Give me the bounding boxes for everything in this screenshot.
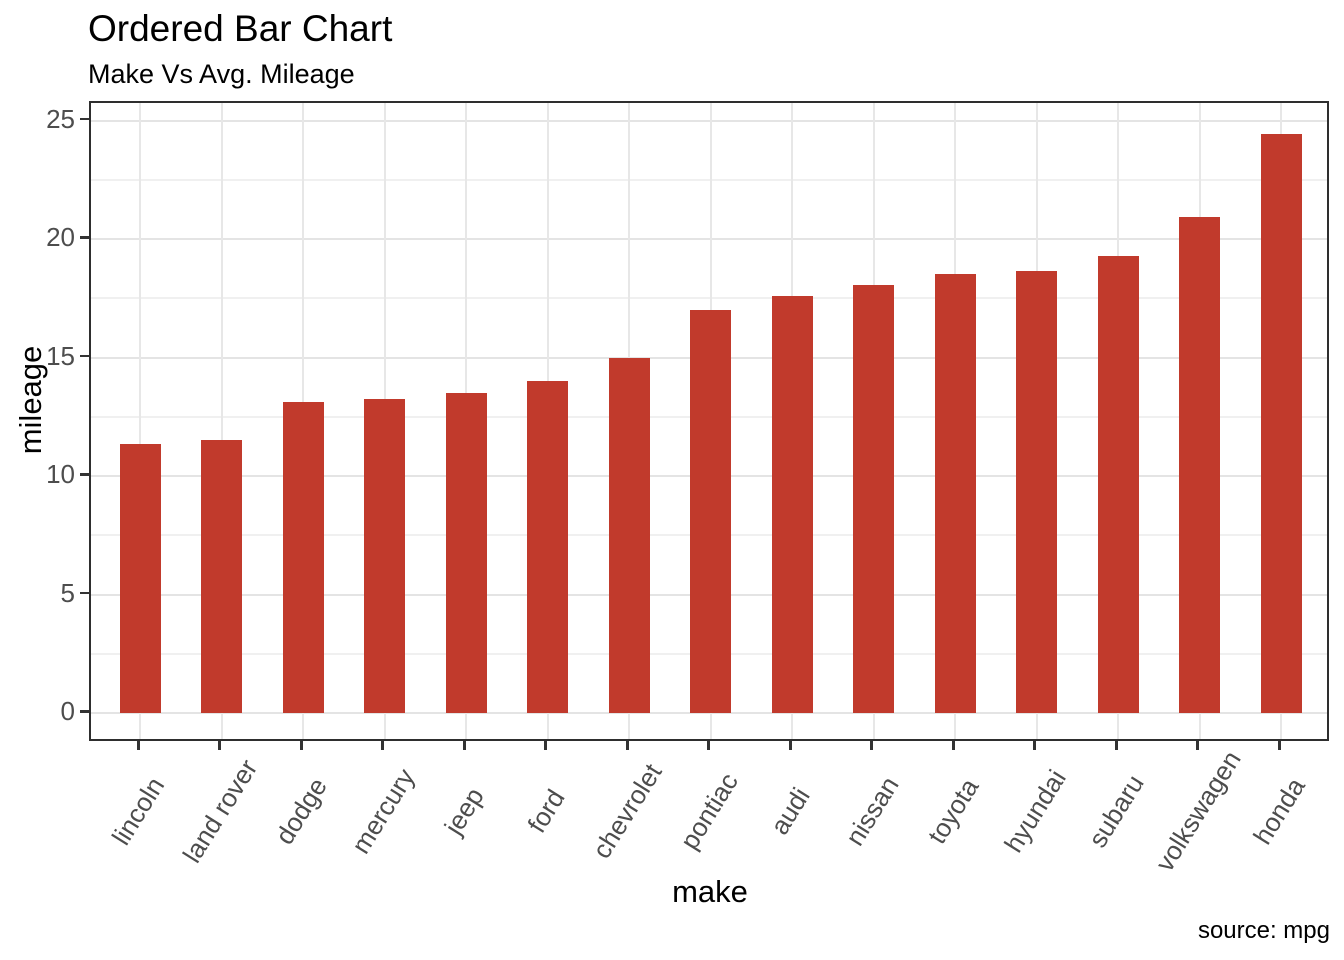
y-axis-tick [80, 117, 89, 120]
chart-caption: source: mpg [1197, 917, 1330, 944]
gridline-x-land-rover [220, 103, 223, 739]
y-axis-tick [80, 710, 89, 713]
bar-lincoln [119, 444, 161, 713]
y-axis-tick-label: 5 [60, 577, 75, 608]
x-axis-title: make [672, 874, 748, 909]
x-axis-tick [1114, 741, 1118, 750]
bar-mercury [364, 398, 405, 713]
bar-hyundai [1016, 271, 1057, 713]
y-axis-tick [80, 236, 89, 239]
x-axis-tick [381, 741, 384, 750]
bar-subaru [1097, 255, 1139, 713]
gridline-y-minor [91, 178, 1327, 181]
y-axis-tick-label: 25 [46, 103, 75, 134]
x-axis-tick [299, 741, 303, 750]
bar-jeep [445, 393, 487, 713]
x-axis-tick [870, 741, 873, 750]
gridline-y-major [91, 119, 1327, 122]
bar-land-rover [201, 440, 242, 713]
y-axis-tick [80, 354, 89, 357]
gridline-x-lincoln [139, 103, 141, 739]
bar-nissan [853, 284, 894, 713]
y-axis-tick-label: 15 [46, 340, 75, 371]
x-axis-tick [707, 741, 710, 750]
x-axis-tick [1277, 741, 1281, 750]
gridline-y-major [91, 238, 1327, 240]
x-axis-tick [788, 741, 792, 750]
x-axis-tick [218, 741, 221, 750]
x-axis-tick [1196, 741, 1199, 750]
chart-title: Ordered Bar Chart [88, 8, 393, 49]
chart-subtitle: Make Vs Avg. Mileage [88, 59, 355, 89]
bar-toyota [934, 273, 976, 713]
y-axis-tick-label: 10 [46, 459, 75, 489]
bar-volkswagen [1179, 216, 1220, 713]
bar-honda [1260, 133, 1302, 713]
x-axis-tick [951, 741, 955, 750]
y-axis-tick [80, 591, 89, 594]
gridline-y-minor [91, 297, 1327, 300]
bar-ford [527, 381, 568, 713]
y-axis-tick-label: 0 [60, 696, 75, 726]
gridline-y-major [91, 712, 1327, 714]
plot-panel [89, 101, 1329, 741]
x-axis-tick [462, 741, 466, 750]
x-axis-tick [625, 741, 629, 750]
x-axis-tick [544, 741, 547, 750]
bar-chevrolet [608, 357, 650, 713]
y-axis-tick-label: 20 [46, 222, 75, 252]
bar-pontiac [690, 310, 731, 713]
y-axis-tick [80, 473, 89, 476]
x-axis-tick [136, 741, 140, 750]
bar-dodge [282, 401, 324, 713]
x-axis-tick [1033, 741, 1036, 750]
bar-audi [771, 295, 813, 713]
